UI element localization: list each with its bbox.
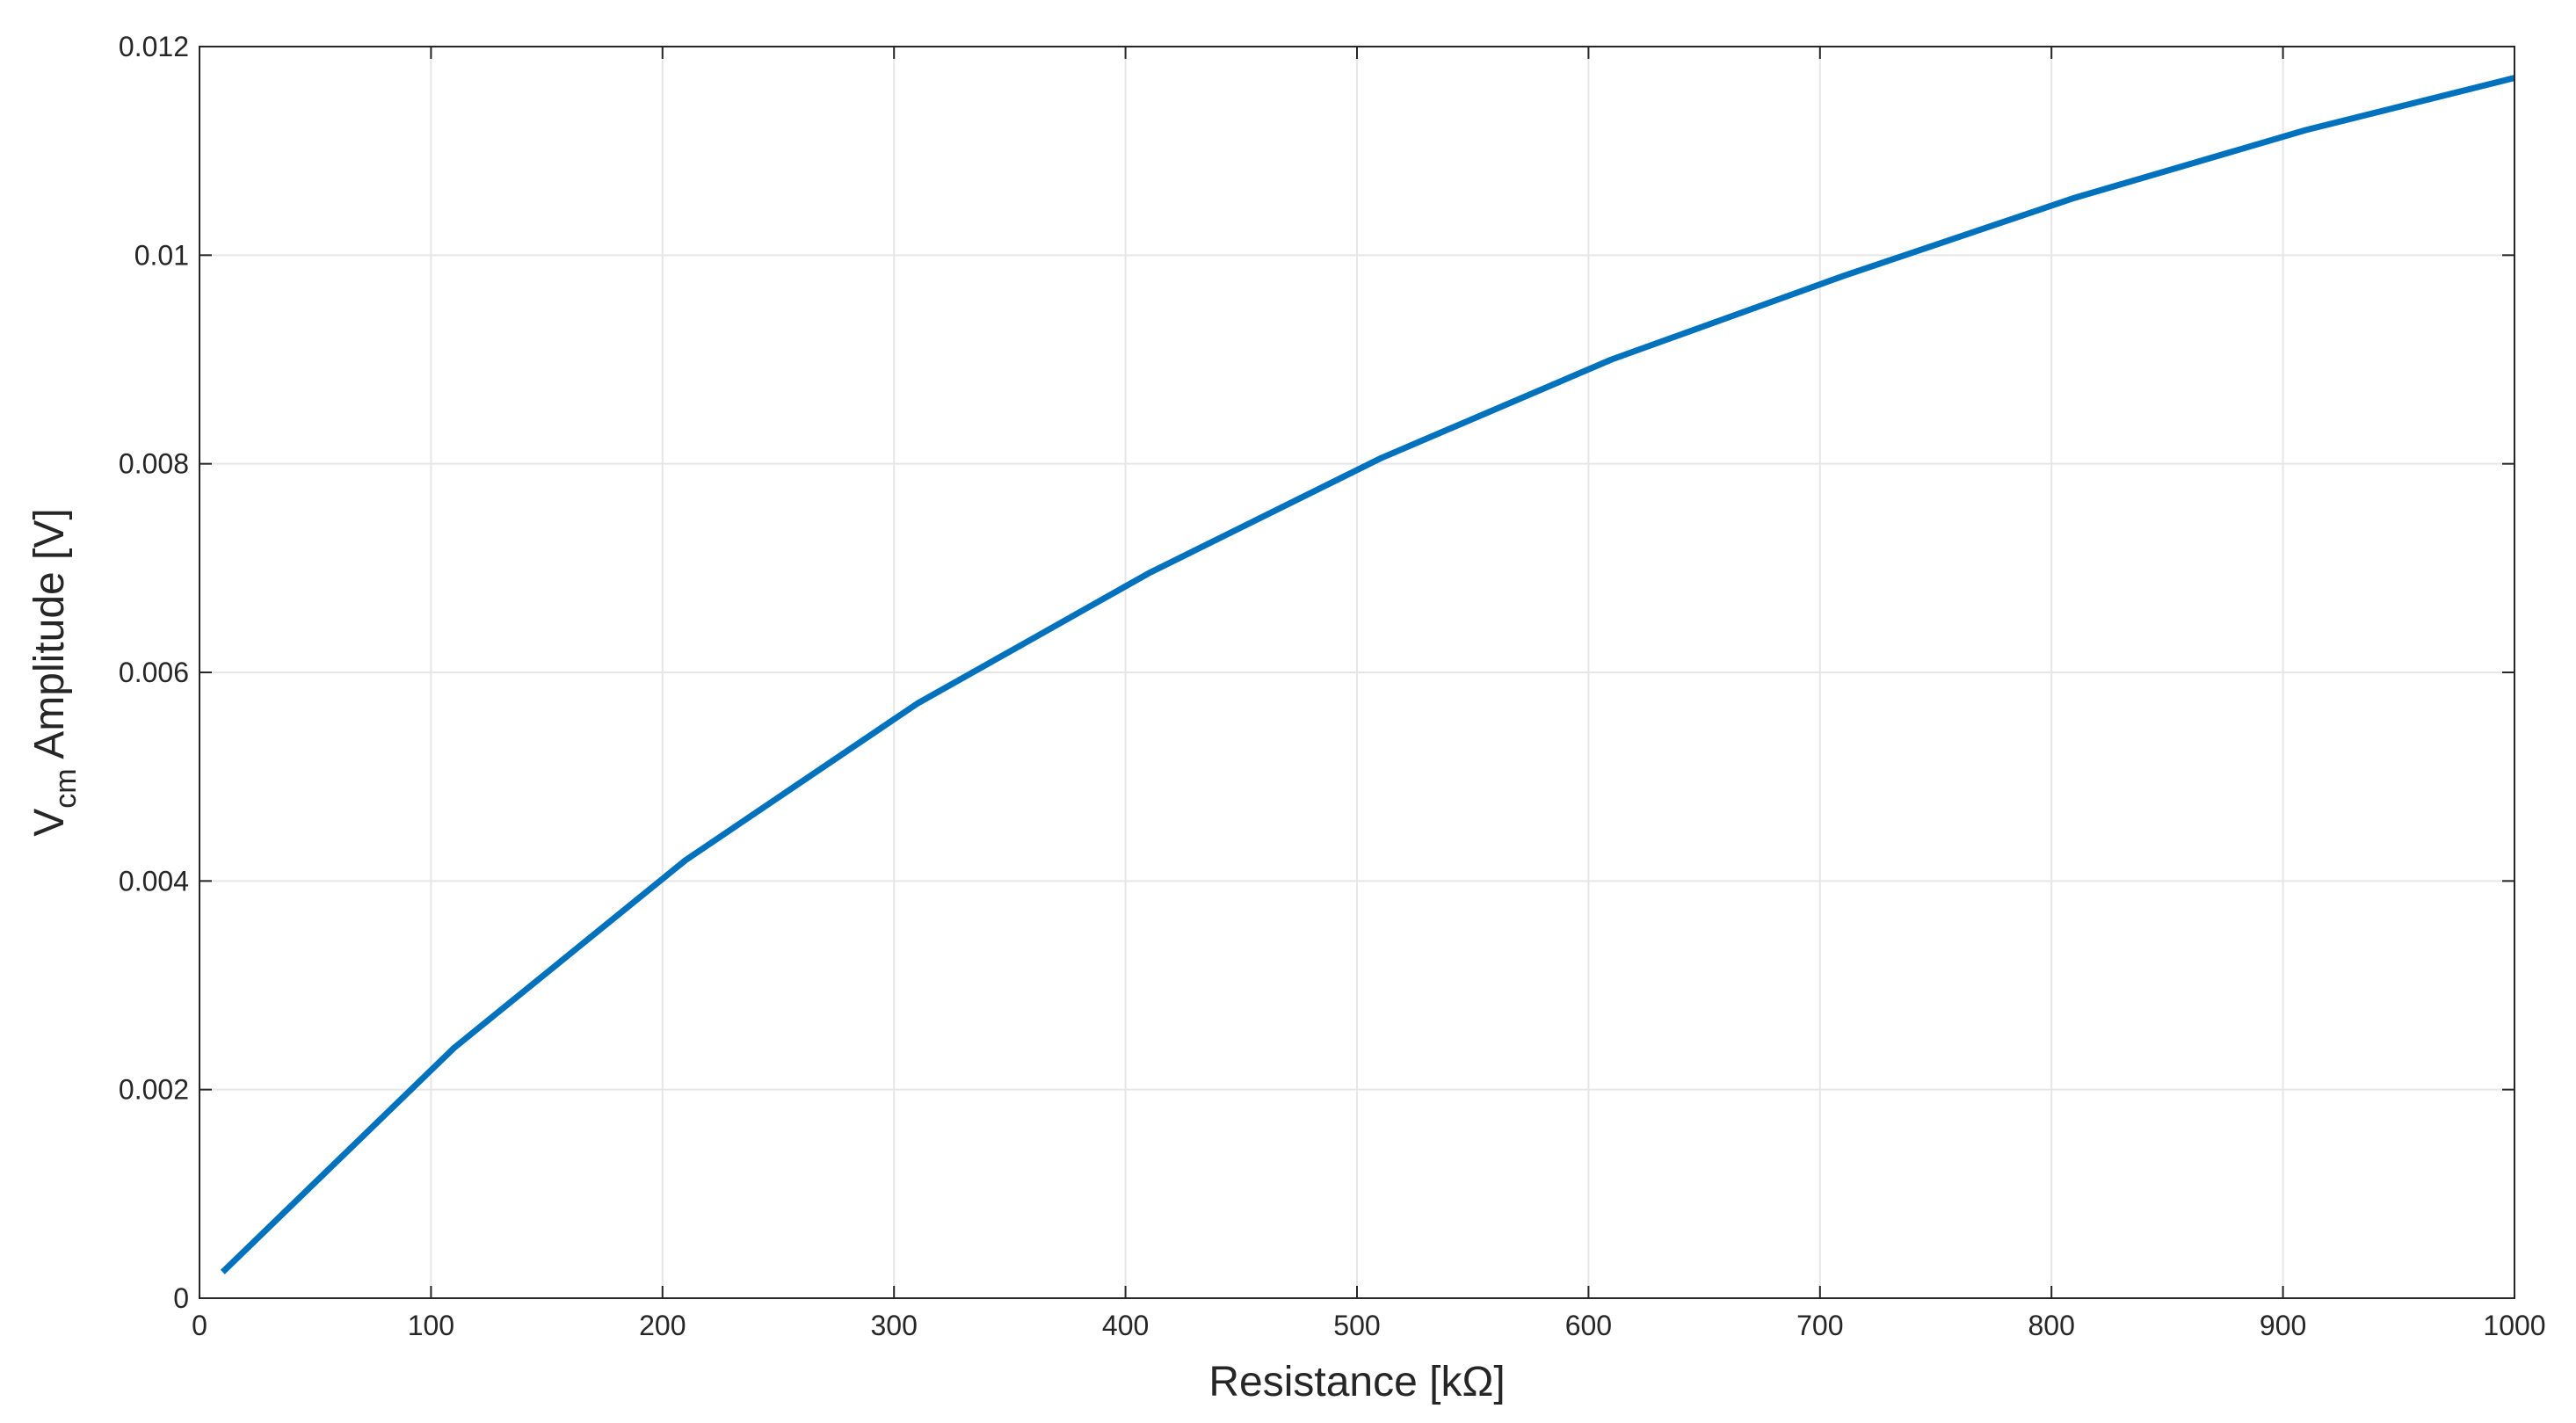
- x-tick-label: 700: [1796, 1310, 1843, 1341]
- y-tick-label: 0.012: [119, 31, 189, 62]
- x-tick-label: 1000: [2483, 1310, 2545, 1341]
- x-tick-label: 0: [192, 1310, 207, 1341]
- y-tick-label: 0.008: [119, 448, 189, 480]
- y-axis-label-rest: Amplitude [V]: [26, 508, 73, 768]
- x-tick-label: 500: [1333, 1310, 1380, 1341]
- y-tick-label: 0: [173, 1282, 189, 1314]
- x-tick-label: 200: [639, 1310, 686, 1341]
- x-axis-label: Resistance [kΩ]: [1208, 1359, 1505, 1405]
- y-axis-label-subscript: cm: [49, 768, 83, 808]
- y-tick-label: 0.004: [119, 865, 189, 897]
- y-tick-label: 0.006: [119, 657, 189, 688]
- x-tick-label: 800: [2028, 1310, 2075, 1341]
- y-axis-label: Vcm Amplitude [V]: [26, 508, 83, 837]
- grid: [200, 47, 2514, 1298]
- x-tick-label: 400: [1102, 1310, 1149, 1341]
- series-line: [220, 75, 2515, 1274]
- y-tick-label: 0.002: [119, 1074, 189, 1106]
- x-tick-label: 100: [408, 1310, 454, 1341]
- x-tick-label: 900: [2260, 1310, 2306, 1341]
- series-layer: [220, 75, 2515, 1274]
- x-tick-label: 300: [871, 1310, 918, 1341]
- x-tick-label: 600: [1565, 1310, 1612, 1341]
- x-axis: 0 100 200 300 400 500 600 700 800 900 1000: [192, 47, 2546, 1341]
- y-tick-label: 0.01: [134, 239, 189, 271]
- y-axis-label-main: V: [26, 809, 73, 837]
- y-axis: 0 0.002 0.004 0.006 0.008 0.01 0.012: [119, 31, 2514, 1314]
